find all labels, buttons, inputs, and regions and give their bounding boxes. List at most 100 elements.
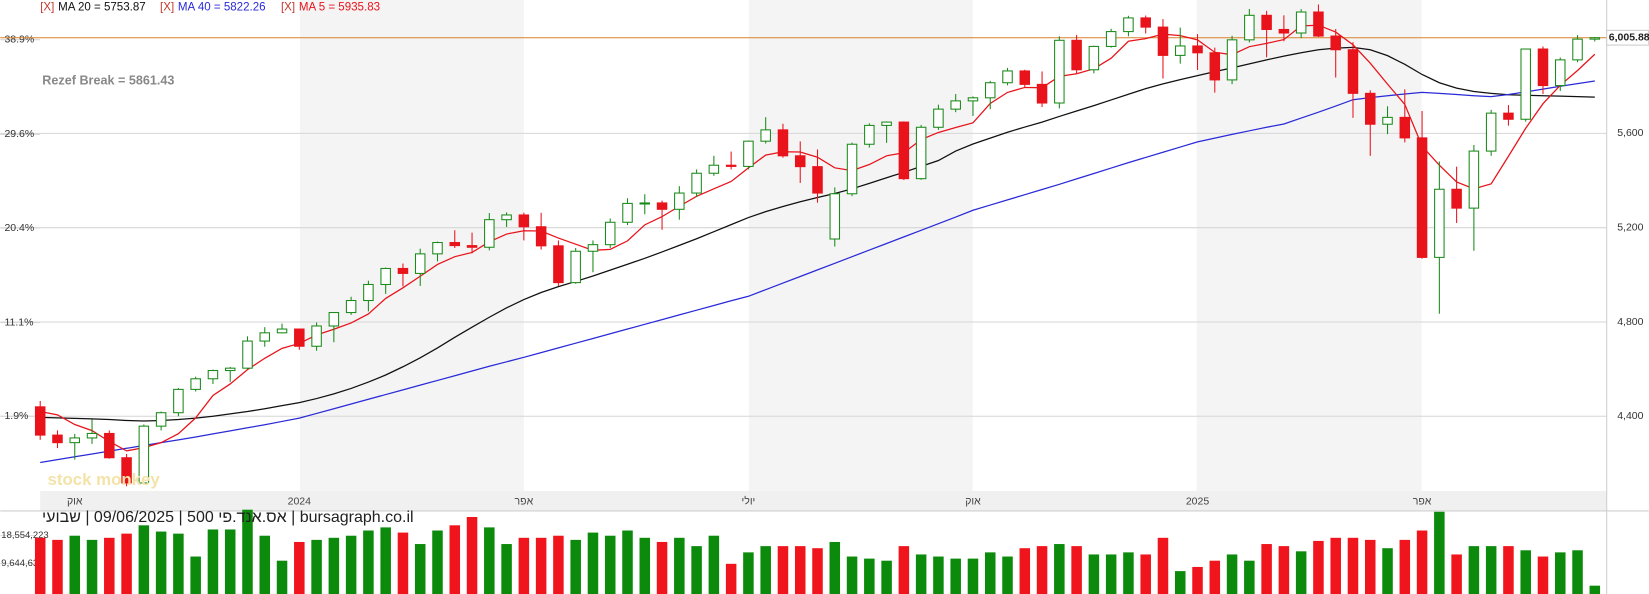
- candle-body: [414, 253, 426, 274]
- candle-body: [138, 425, 150, 484]
- candle-body: [155, 412, 167, 427]
- candle-body: [276, 328, 288, 334]
- candle-body: [1347, 49, 1359, 94]
- volume-bar: [207, 529, 219, 594]
- candle-body: [294, 328, 305, 347]
- x-tick-label: אוק: [965, 495, 981, 507]
- volume-bar: [1226, 554, 1238, 594]
- x-tick-label: 2024: [288, 495, 312, 507]
- candle-body: [34, 406, 46, 436]
- volume-bar: [570, 539, 581, 594]
- volume-bar: [1295, 551, 1307, 594]
- candle-body: [881, 121, 892, 126]
- y2-tick-label: 11.1%: [4, 316, 33, 328]
- candle-body: [1192, 45, 1203, 54]
- candle-body: [1330, 35, 1341, 51]
- candle-body: [622, 202, 633, 223]
- candle-body: [1071, 39, 1082, 71]
- candle-body: [708, 164, 720, 174]
- volume-bar: [1468, 546, 1480, 594]
- candle-body: [518, 214, 530, 228]
- y-tick-label: 5,200: [1617, 221, 1643, 233]
- candle-body: [915, 126, 927, 180]
- volume-bar: [1434, 511, 1445, 594]
- candle-body: [363, 283, 374, 302]
- volume-bar: [1485, 546, 1497, 594]
- x-tick-label: יולי: [742, 495, 756, 507]
- candle-body: [1399, 116, 1411, 139]
- candle-body: [846, 143, 858, 195]
- volume-bar: [691, 546, 702, 594]
- volume-bar: [950, 558, 961, 594]
- volume-bar: [794, 546, 806, 594]
- volume-bar: [1209, 560, 1221, 594]
- volume-bar: [1451, 554, 1462, 594]
- candle-body: [760, 129, 771, 142]
- candle-body: [1244, 14, 1255, 41]
- candle-body: [967, 97, 979, 102]
- volume-bar: [881, 560, 892, 594]
- candle-body: [553, 245, 564, 284]
- candle-body: [311, 325, 322, 347]
- volume-bar: [1399, 539, 1411, 594]
- candle-body: [1157, 26, 1169, 56]
- legend-label: MA 5 = 5935.83: [299, 1, 380, 13]
- x-tick-label: אוק: [67, 495, 83, 507]
- volume-bar: [1036, 546, 1048, 594]
- y-tick-label: 5,600: [1617, 127, 1643, 139]
- volume-bar: [1416, 530, 1428, 594]
- volume-bar: [1123, 552, 1134, 594]
- last-price-label: 6,005.88: [1609, 32, 1649, 44]
- volume-bar: [52, 539, 63, 594]
- volume-bar: [967, 558, 979, 594]
- period-band: [1196, 0, 1422, 491]
- candle-body: [604, 221, 616, 246]
- volume-tick-label: 18,554,223: [1, 530, 48, 541]
- date-axis-band: [40, 490, 1607, 511]
- volume-bar: [622, 530, 633, 594]
- candle-body: [1261, 14, 1272, 30]
- volume-bar: [190, 556, 201, 594]
- volume-bar: [466, 516, 478, 594]
- volume-bar: [1278, 546, 1290, 594]
- footer: bursagraph.co.il | אס.אנד.פי 500 | 09/06…: [42, 509, 414, 526]
- candle-body: [1520, 48, 1531, 120]
- volume-bar: [1382, 548, 1393, 594]
- candle-body: [1226, 39, 1238, 81]
- volume-bar: [639, 537, 651, 594]
- candle-body: [950, 100, 961, 110]
- volume-bar: [553, 535, 564, 594]
- candle-body: [121, 457, 132, 484]
- candle-body: [1105, 31, 1117, 47]
- volume-bar: [501, 544, 512, 594]
- volume-bar: [604, 535, 616, 594]
- candle-body: [380, 267, 391, 286]
- volume-bar: [1537, 556, 1549, 594]
- candle-body: [1555, 59, 1566, 87]
- candle-body: [466, 245, 478, 248]
- candle-body: [1088, 45, 1100, 71]
- volume-bar: [933, 556, 944, 594]
- candle-body: [656, 202, 668, 210]
- volume-bar: [984, 552, 996, 594]
- volume-bar: [1192, 566, 1203, 594]
- volume-bar: [674, 537, 685, 594]
- y2-tick-label: 29.6%: [4, 128, 34, 140]
- volume-bar: [1088, 554, 1100, 594]
- legend-label: MA 20 = 5753.87: [58, 1, 146, 13]
- volume-bar: [345, 535, 357, 594]
- volume-bar: [1157, 537, 1169, 594]
- candle-body: [501, 214, 512, 221]
- volume-bar: [725, 563, 737, 594]
- volume-bar: [138, 525, 150, 594]
- candle-body: [345, 299, 357, 314]
- volume-bar: [104, 537, 115, 594]
- volume-bar: [173, 533, 184, 594]
- candle-body: [1174, 45, 1186, 56]
- volume-bar: [1261, 544, 1272, 594]
- candle-body: [69, 437, 81, 444]
- volume-bar: [1572, 550, 1583, 594]
- candle-body: [86, 432, 98, 439]
- period-band: [748, 0, 973, 491]
- candle-body: [864, 124, 875, 145]
